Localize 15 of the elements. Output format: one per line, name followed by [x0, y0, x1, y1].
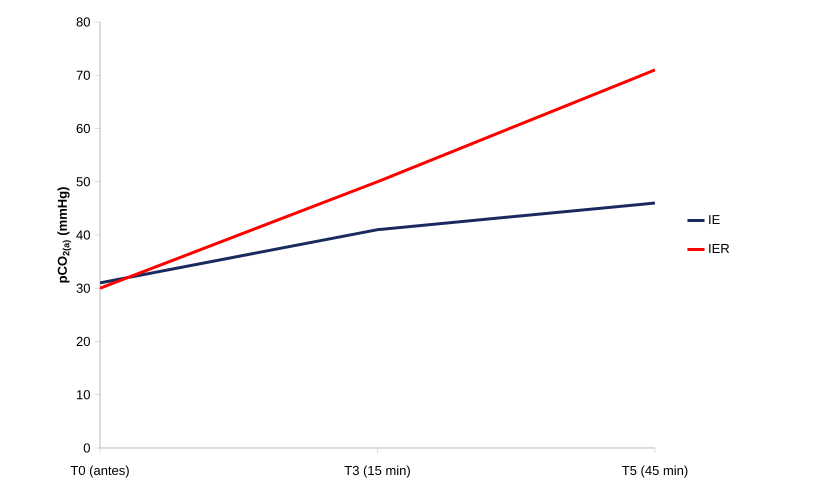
y-tick-label: 50 — [76, 177, 90, 186]
y-tick-label: 20 — [76, 336, 90, 346]
x-tick-label: T5 (45 min) — [622, 466, 688, 478]
y-tick-label: 60 — [76, 124, 90, 134]
legend-label: IER — [709, 244, 730, 253]
x-tick-label: T0 (antes) — [70, 466, 129, 478]
y-tick-label: 30 — [76, 284, 90, 293]
y-axis-title: pCO$_{2(a)}$ (mmHg) — [57, 187, 72, 283]
y-tick-label: 40 — [76, 230, 90, 240]
y-tick-label: 0 — [84, 443, 90, 453]
y-tick-label: 10 — [77, 390, 90, 400]
legend-label: IE — [709, 215, 720, 224]
x-tick-label: T3 (15 min) — [344, 466, 410, 478]
y-tick-label: 80 — [76, 17, 90, 27]
y-tick-label: 70 — [76, 70, 90, 80]
